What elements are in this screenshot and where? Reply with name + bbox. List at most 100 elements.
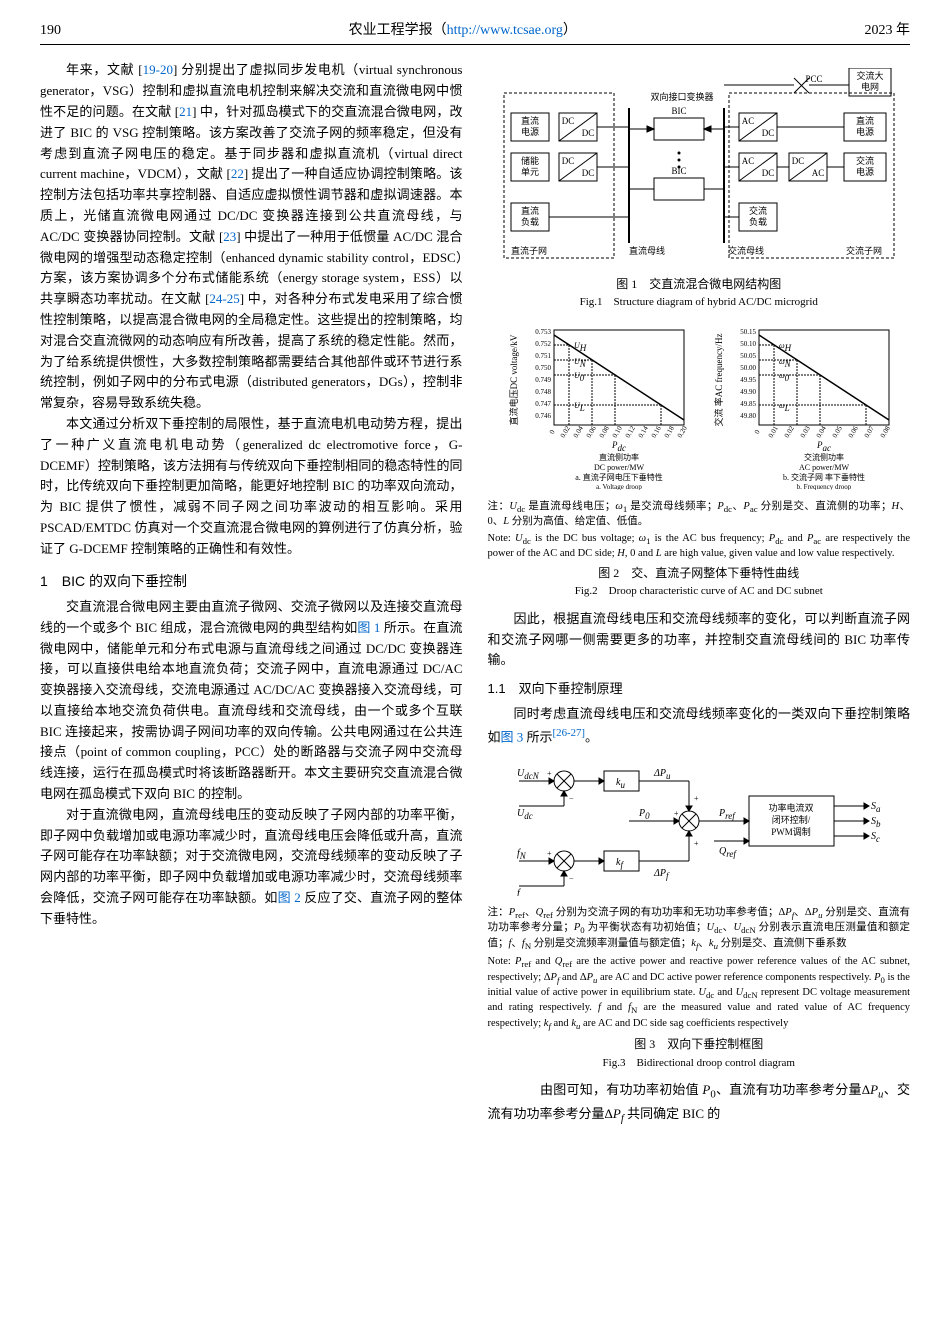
svg-text:单元: 单元 bbox=[521, 166, 539, 177]
svg-text:储能: 储能 bbox=[521, 155, 539, 166]
svg-text:BIC: BIC bbox=[671, 166, 686, 176]
paragraph: 同时考虑直流母线电压和交流母线频率变化的一类双向下垂控制策略如图 3 所示[26… bbox=[488, 704, 911, 748]
svg-text:0: 0 bbox=[548, 428, 557, 435]
svg-text:50.10: 50.10 bbox=[740, 340, 756, 348]
svg-text:AC: AC bbox=[741, 116, 754, 126]
paragraph: 对于直流微电网，直流母线电压的变动反映了子网内部的功率平衡，即子网中负载增加或电… bbox=[40, 805, 463, 930]
svg-text:0.02: 0.02 bbox=[782, 424, 795, 439]
citation-link[interactable]: 21 bbox=[179, 104, 192, 119]
subsection-heading: 1.1 双向下垂控制原理 bbox=[488, 679, 911, 700]
figure-1: 直流电源 储能单元 直流负载 DCDC DCDC BIC BIC 双向接口变换器… bbox=[488, 68, 911, 312]
left-column: 年来，文献 [19-20] 分别提出了虚拟同步发电机（virtual synch… bbox=[40, 60, 463, 1128]
svg-text:直流母线: 直流母线 bbox=[629, 245, 665, 256]
svg-text:PWM调制: PWM调制 bbox=[771, 826, 811, 837]
figure-2: 0.753 0.752 0.751 0.750 0.749 0.748 0.74… bbox=[488, 320, 911, 601]
svg-text:UN: UN bbox=[574, 357, 587, 369]
paragraph: 年来，文献 [19-20] 分别提出了虚拟同步发电机（virtual synch… bbox=[40, 60, 463, 414]
svg-text:交流母线: 交流母线 bbox=[728, 245, 764, 256]
paragraph: 交直流混合微电网主要由直流子微网、交流子微网以及连接交直流母线的一个或多个 BI… bbox=[40, 597, 463, 805]
svg-text:ωL: ωL bbox=[779, 401, 790, 413]
svg-text:PCC: PCC bbox=[805, 74, 822, 84]
figure-note-en: Note: Udc is the DC bus voltage; ω1 is t… bbox=[488, 532, 911, 561]
svg-text:双向接口变换器: 双向接口变换器 bbox=[650, 91, 713, 102]
svg-text:电源: 电源 bbox=[856, 126, 874, 137]
svg-text:0.18: 0.18 bbox=[662, 424, 675, 439]
svg-text:AC: AC bbox=[811, 168, 824, 178]
figure-link[interactable]: 图 2 bbox=[278, 890, 301, 905]
svg-text:0.07: 0.07 bbox=[862, 424, 875, 439]
svg-text:ω0: ω0 bbox=[779, 371, 790, 383]
svg-text:负载: 负载 bbox=[521, 216, 539, 227]
citation-link[interactable]: 19-20 bbox=[143, 62, 173, 77]
svg-text:UH: UH bbox=[574, 341, 587, 353]
svg-text:Sc: Sc bbox=[871, 831, 880, 844]
svg-text:AC: AC bbox=[741, 156, 754, 166]
svg-text:电源: 电源 bbox=[856, 166, 874, 177]
svg-text:0.20: 0.20 bbox=[675, 424, 688, 439]
svg-text:49.85: 49.85 bbox=[740, 400, 756, 408]
svg-text:直流电压DC voltage/kV: 直流电压DC voltage/kV bbox=[508, 334, 519, 425]
svg-text:0.03: 0.03 bbox=[798, 424, 811, 439]
svg-text:直流侧功率: 直流侧功率 bbox=[599, 452, 639, 462]
svg-text:Pdc: Pdc bbox=[611, 440, 626, 453]
figure-3: UdcN Udc fN f ku kf ΔPu ΔPf P0 Pref Qref… bbox=[488, 756, 911, 1072]
droop-charts: 0.753 0.752 0.751 0.750 0.749 0.748 0.74… bbox=[499, 320, 899, 490]
paragraph: 由图可知，有功功率初始值 P0、直流有功功率参考分量ΔPu、交流有功功率参考分量… bbox=[488, 1080, 911, 1128]
svg-text:0.02: 0.02 bbox=[558, 424, 571, 439]
svg-text:0.08: 0.08 bbox=[597, 424, 610, 439]
svg-text:0.05: 0.05 bbox=[830, 424, 843, 439]
svg-text:UdcN: UdcN bbox=[517, 768, 540, 781]
svg-text:49.95: 49.95 bbox=[740, 376, 756, 384]
citation-link[interactable]: 24-25 bbox=[209, 291, 239, 306]
svg-text:功率电流双: 功率电流双 bbox=[768, 802, 813, 813]
svg-text:直流子网: 直流子网 bbox=[511, 245, 547, 256]
svg-text:交流: 交流 bbox=[749, 205, 767, 216]
citation-link[interactable]: [26-27] bbox=[553, 727, 585, 739]
journal-title: 农业工程学报（http://www.tcsae.org） bbox=[349, 20, 577, 42]
svg-text:BIC: BIC bbox=[671, 106, 686, 116]
svg-text:ωN: ωN bbox=[779, 357, 792, 369]
figure-note-cn: 注：Pref、Qref 分别为交流子网的有功功率和无功功率参考值；ΔPf、ΔPu… bbox=[488, 906, 911, 952]
svg-text:f: f bbox=[517, 888, 521, 896]
svg-text:50.15: 50.15 bbox=[740, 328, 756, 336]
citation-link[interactable]: 23 bbox=[223, 229, 236, 244]
svg-text:49.90: 49.90 bbox=[740, 388, 756, 396]
svg-text:直流: 直流 bbox=[856, 115, 874, 126]
svg-text:50.05: 50.05 bbox=[740, 352, 756, 360]
svg-text:交流: 交流 bbox=[856, 155, 874, 166]
svg-text:0: 0 bbox=[753, 428, 762, 435]
section-heading: 1 BIC 的双向下垂控制 bbox=[40, 570, 463, 592]
svg-text:Qref: Qref bbox=[719, 846, 737, 859]
figure-caption-cn: 图 1 交直流混合微电网结构图 bbox=[488, 275, 911, 294]
citation-link[interactable]: 22 bbox=[231, 166, 244, 181]
svg-text:负载: 负载 bbox=[749, 216, 767, 227]
svg-text:0.747: 0.747 bbox=[535, 400, 551, 408]
figure-caption-en: Fig.2 Droop characteristic curve of AC a… bbox=[488, 583, 911, 601]
two-column-layout: 年来，文献 [19-20] 分别提出了虚拟同步发电机（virtual synch… bbox=[40, 60, 910, 1128]
svg-text:UL: UL bbox=[574, 401, 585, 413]
right-column: 直流电源 储能单元 直流负载 DCDC DCDC BIC BIC 双向接口变换器… bbox=[488, 60, 911, 1128]
svg-text:a. Voltage droop: a. Voltage droop bbox=[596, 483, 642, 490]
svg-text:交流子网: 交流子网 bbox=[846, 245, 882, 256]
svg-text:DC: DC bbox=[561, 116, 574, 126]
svg-text:Sa: Sa bbox=[871, 801, 881, 814]
svg-text:电网: 电网 bbox=[861, 81, 879, 92]
svg-text:b. Frequency droop: b. Frequency droop bbox=[796, 483, 851, 490]
svg-text:P0: P0 bbox=[638, 808, 650, 821]
svg-text:Pref: Pref bbox=[718, 808, 736, 821]
figure-link[interactable]: 图 1 bbox=[357, 620, 380, 635]
svg-text:+: + bbox=[694, 794, 699, 803]
svg-text:50.00: 50.00 bbox=[740, 364, 756, 372]
svg-text:0.16: 0.16 bbox=[649, 424, 662, 439]
journal-url-link[interactable]: http://www.tcsae.org bbox=[447, 23, 563, 38]
svg-text:0.748: 0.748 bbox=[535, 388, 551, 396]
svg-text:0.08: 0.08 bbox=[878, 424, 891, 439]
svg-text:+: + bbox=[547, 849, 552, 858]
microgrid-diagram: 直流电源 储能单元 直流负载 DCDC DCDC BIC BIC 双向接口变换器… bbox=[499, 68, 899, 268]
svg-text:0.10: 0.10 bbox=[610, 424, 623, 439]
svg-text:0.06: 0.06 bbox=[584, 424, 597, 439]
figure-caption-en: Fig.1 Structure diagram of hybrid AC/DC … bbox=[488, 294, 911, 312]
figure-link[interactable]: 图 3 bbox=[501, 729, 524, 744]
control-block-diagram: UdcN Udc fN f ku kf ΔPu ΔPf P0 Pref Qref… bbox=[509, 756, 889, 896]
svg-text:交流 率AC frequency/Hz: 交流 率AC frequency/Hz bbox=[713, 333, 724, 426]
